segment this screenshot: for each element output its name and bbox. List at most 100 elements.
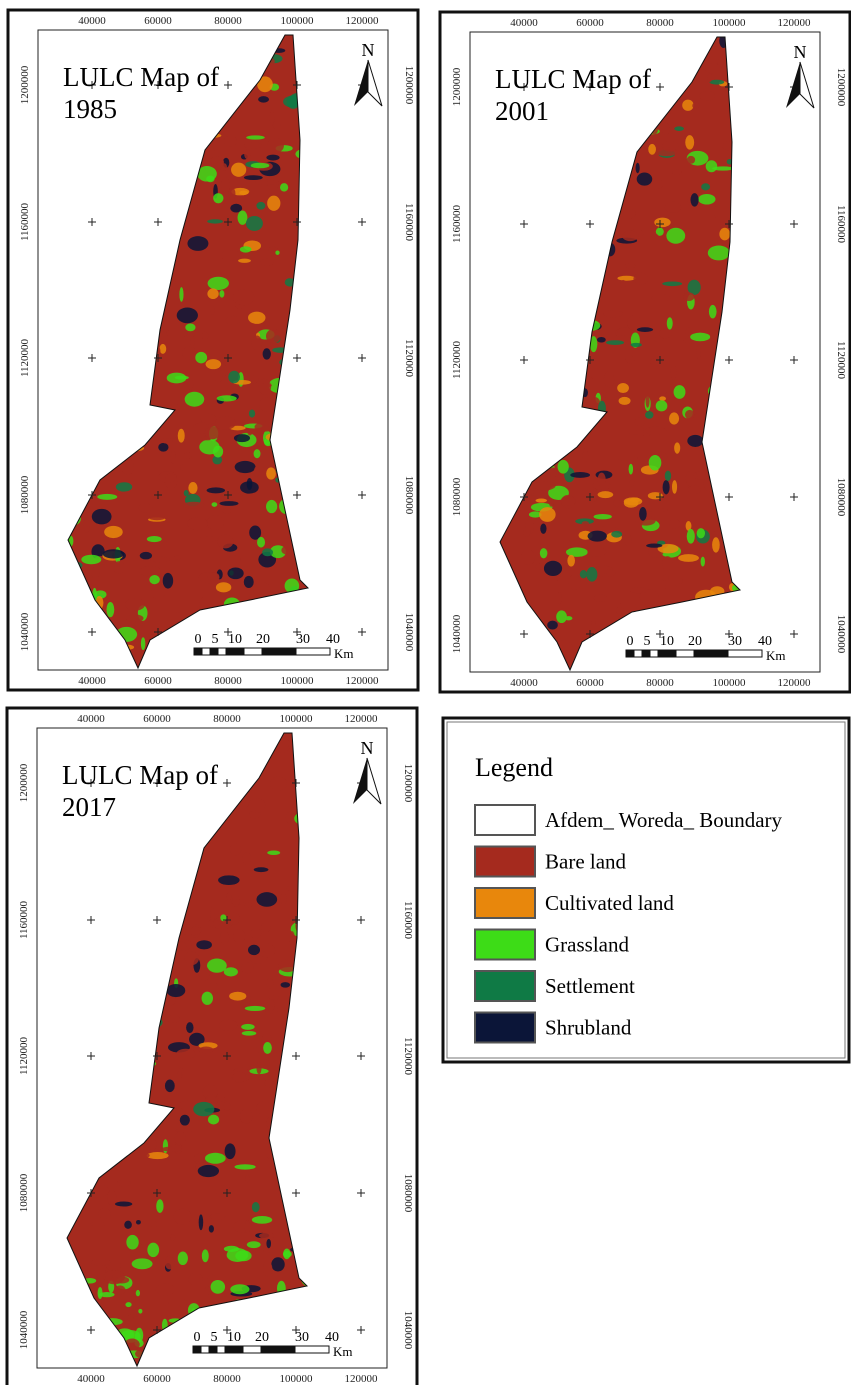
land-patch	[185, 392, 205, 407]
land-patch	[557, 592, 562, 605]
land-patch	[717, 240, 723, 245]
scale-bar-segment	[193, 1346, 201, 1353]
land-patch	[266, 500, 277, 513]
land-patch	[193, 1102, 214, 1116]
scale-bar-segment	[658, 650, 676, 657]
land-patch	[257, 943, 275, 957]
land-patch	[213, 446, 223, 458]
map-panel: 4000040000600006000080000800001000001000…	[8, 10, 418, 690]
land-patch	[92, 509, 112, 525]
land-patch	[216, 1185, 231, 1197]
map-title: 2001	[495, 96, 549, 126]
y-label-left: 1200000	[451, 67, 463, 106]
scale-label: 10	[227, 1330, 241, 1345]
land-patch	[259, 398, 274, 412]
land-patch	[235, 461, 256, 473]
land-patch	[631, 343, 642, 347]
scale-bar-segment	[642, 650, 650, 657]
scale-bar-segment	[217, 1346, 225, 1353]
land-patch	[163, 573, 173, 589]
land-patch	[249, 798, 265, 813]
y-label-left: 1200000	[19, 65, 31, 104]
land-patch	[238, 259, 251, 263]
land-patch	[267, 196, 280, 211]
land-patch	[115, 1201, 132, 1206]
land-patch	[202, 992, 213, 1005]
land-patch	[662, 123, 670, 135]
land-patch	[257, 892, 278, 907]
scale-label: 20	[256, 632, 270, 647]
land-patch	[227, 385, 233, 391]
land-patch	[207, 487, 225, 493]
land-patch	[180, 465, 184, 470]
land-patch	[233, 289, 255, 305]
x-label-bottom: 80000	[214, 675, 242, 687]
land-patch	[616, 607, 624, 614]
land-patch	[99, 1208, 111, 1219]
scale-bar-segment	[676, 650, 694, 657]
land-patch	[187, 379, 193, 390]
land-patch	[625, 263, 635, 268]
land-patch	[125, 1302, 131, 1307]
legend-swatch	[475, 971, 535, 1001]
land-patch	[701, 557, 705, 567]
land-patch	[561, 496, 576, 506]
land-patch	[184, 452, 192, 459]
land-patch	[253, 1047, 262, 1052]
land-patch	[598, 473, 606, 487]
land-patch	[247, 1241, 261, 1248]
land-patch	[544, 561, 562, 576]
land-patch	[150, 557, 170, 563]
land-patch	[170, 1234, 175, 1241]
scale-label: 40	[758, 634, 772, 649]
land-patch	[156, 1284, 175, 1296]
land-patch	[605, 390, 621, 399]
land-patch	[558, 460, 569, 474]
land-patch	[242, 1031, 257, 1036]
land-patch	[260, 259, 273, 266]
y-label-left: 1080000	[19, 475, 31, 514]
land-patch	[191, 926, 200, 937]
land-patch	[221, 364, 227, 377]
land-patch	[710, 80, 725, 85]
land-patch	[683, 292, 694, 301]
land-patch	[700, 91, 716, 101]
land-patch	[687, 529, 695, 544]
land-patch	[178, 1252, 188, 1266]
land-patch	[617, 383, 629, 393]
land-patch	[199, 1214, 204, 1230]
land-patch	[266, 467, 276, 479]
land-patch	[147, 536, 162, 542]
land-patch	[165, 1080, 175, 1093]
x-label-top: 80000	[646, 17, 674, 29]
land-patch	[712, 166, 734, 170]
land-patch	[224, 1246, 239, 1252]
land-patch	[624, 534, 632, 546]
land-patch	[230, 844, 242, 856]
land-patch	[280, 183, 288, 191]
land-patch	[662, 556, 672, 570]
x-label-bottom: 100000	[280, 1373, 314, 1385]
land-patch	[598, 491, 614, 498]
y-label-right: 1040000	[835, 615, 847, 654]
land-patch	[156, 1199, 163, 1213]
land-patch	[669, 519, 681, 528]
land-patch	[223, 509, 232, 514]
legend: Legend Afdem_ Woreda_ BoundaryBare landC…	[443, 718, 849, 1062]
x-label-bottom: 80000	[646, 677, 674, 689]
land-patch	[685, 410, 694, 420]
land-patch	[187, 236, 208, 251]
x-label-top: 80000	[214, 15, 242, 27]
land-patch	[170, 450, 175, 463]
land-patch	[646, 544, 662, 548]
map-panel: 4000040000600006000080000800001000001000…	[440, 12, 850, 692]
land-patch	[199, 967, 210, 981]
north-label: N	[794, 42, 807, 62]
land-patch	[547, 621, 558, 630]
land-patch	[217, 535, 233, 549]
land-patch	[639, 507, 647, 521]
land-patch	[654, 218, 670, 227]
land-patch	[176, 1049, 195, 1060]
land-patch	[256, 1101, 272, 1114]
land-patch	[245, 903, 253, 907]
